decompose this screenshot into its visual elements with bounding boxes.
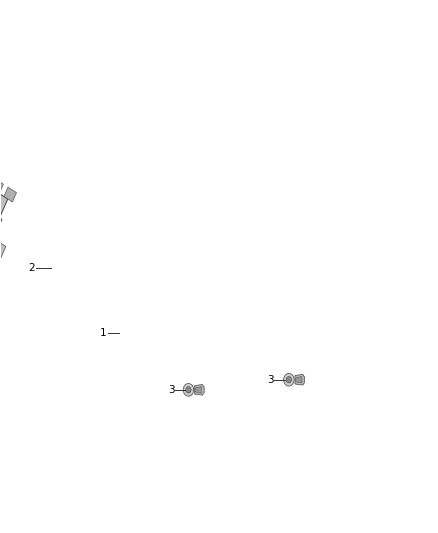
Text: 2: 2 xyxy=(28,263,35,273)
Polygon shape xyxy=(0,179,4,193)
Circle shape xyxy=(286,376,291,383)
Polygon shape xyxy=(194,384,204,395)
Polygon shape xyxy=(195,386,201,393)
Polygon shape xyxy=(0,216,6,260)
Text: 3: 3 xyxy=(267,375,273,385)
Circle shape xyxy=(284,373,294,386)
Text: 1: 1 xyxy=(100,328,106,338)
Circle shape xyxy=(183,383,194,396)
Polygon shape xyxy=(0,205,2,426)
Polygon shape xyxy=(296,376,302,383)
Polygon shape xyxy=(4,187,17,202)
Circle shape xyxy=(186,386,191,393)
Polygon shape xyxy=(295,374,304,385)
Polygon shape xyxy=(0,188,8,218)
Text: 3: 3 xyxy=(168,385,174,395)
